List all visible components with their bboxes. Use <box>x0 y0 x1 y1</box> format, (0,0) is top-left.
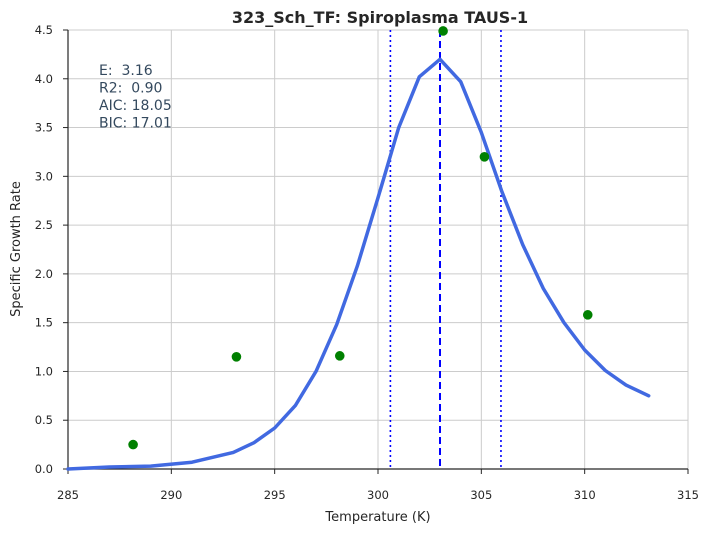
x-tick-label: 305 <box>470 488 492 502</box>
chart-title: 323_Sch_TF: Spiroplasma TAUS-1 <box>232 8 528 27</box>
x-tick-label: 315 <box>677 488 699 502</box>
data-point <box>334 351 345 361</box>
y-tick-label: 3.5 <box>35 121 53 135</box>
y-tick-label: 2.5 <box>35 218 53 232</box>
x-axis-label: Temperature (K) <box>324 510 430 525</box>
x-tick-label: 295 <box>264 488 286 502</box>
fit-statistic-3: BIC: 17.01 <box>99 116 172 132</box>
data-point <box>128 439 138 450</box>
fit-statistic-1: R2: 0.90 <box>99 81 162 97</box>
data-point <box>231 352 242 362</box>
axes: 285 290 295 300 305 310 315 0.0 0.5 1.0 1.5 2.0 2.5 3… <box>35 23 699 502</box>
y-tick-label: 1.5 <box>35 316 53 330</box>
data-point <box>479 152 490 162</box>
y-axis-label: Specific Growth Rate <box>9 181 24 317</box>
y-tick-label: 0.0 <box>35 462 53 476</box>
grid <box>67 29 689 470</box>
y-tick-label: 0.5 <box>35 413 53 427</box>
fit-statistic-0: E: 3.16 <box>99 63 153 79</box>
plot-marks <box>66 26 651 471</box>
y-tick-label: 3.0 <box>35 169 53 183</box>
y-tick-label: 4.0 <box>35 72 53 86</box>
x-tick-label: 300 <box>367 488 389 502</box>
x-tick-label: 310 <box>574 488 596 502</box>
x-tick-label: 285 <box>57 488 79 502</box>
data-point <box>582 310 593 320</box>
y-tick-label: 1.0 <box>35 364 53 378</box>
x-tick-label: 290 <box>160 488 182 502</box>
data-point <box>438 26 448 36</box>
y-tick-label: 2.0 <box>35 267 53 281</box>
fitted-curve <box>66 57 651 471</box>
y-tick-label: 4.5 <box>35 23 53 37</box>
fit-statistic-2: AIC: 18.05 <box>99 98 172 114</box>
